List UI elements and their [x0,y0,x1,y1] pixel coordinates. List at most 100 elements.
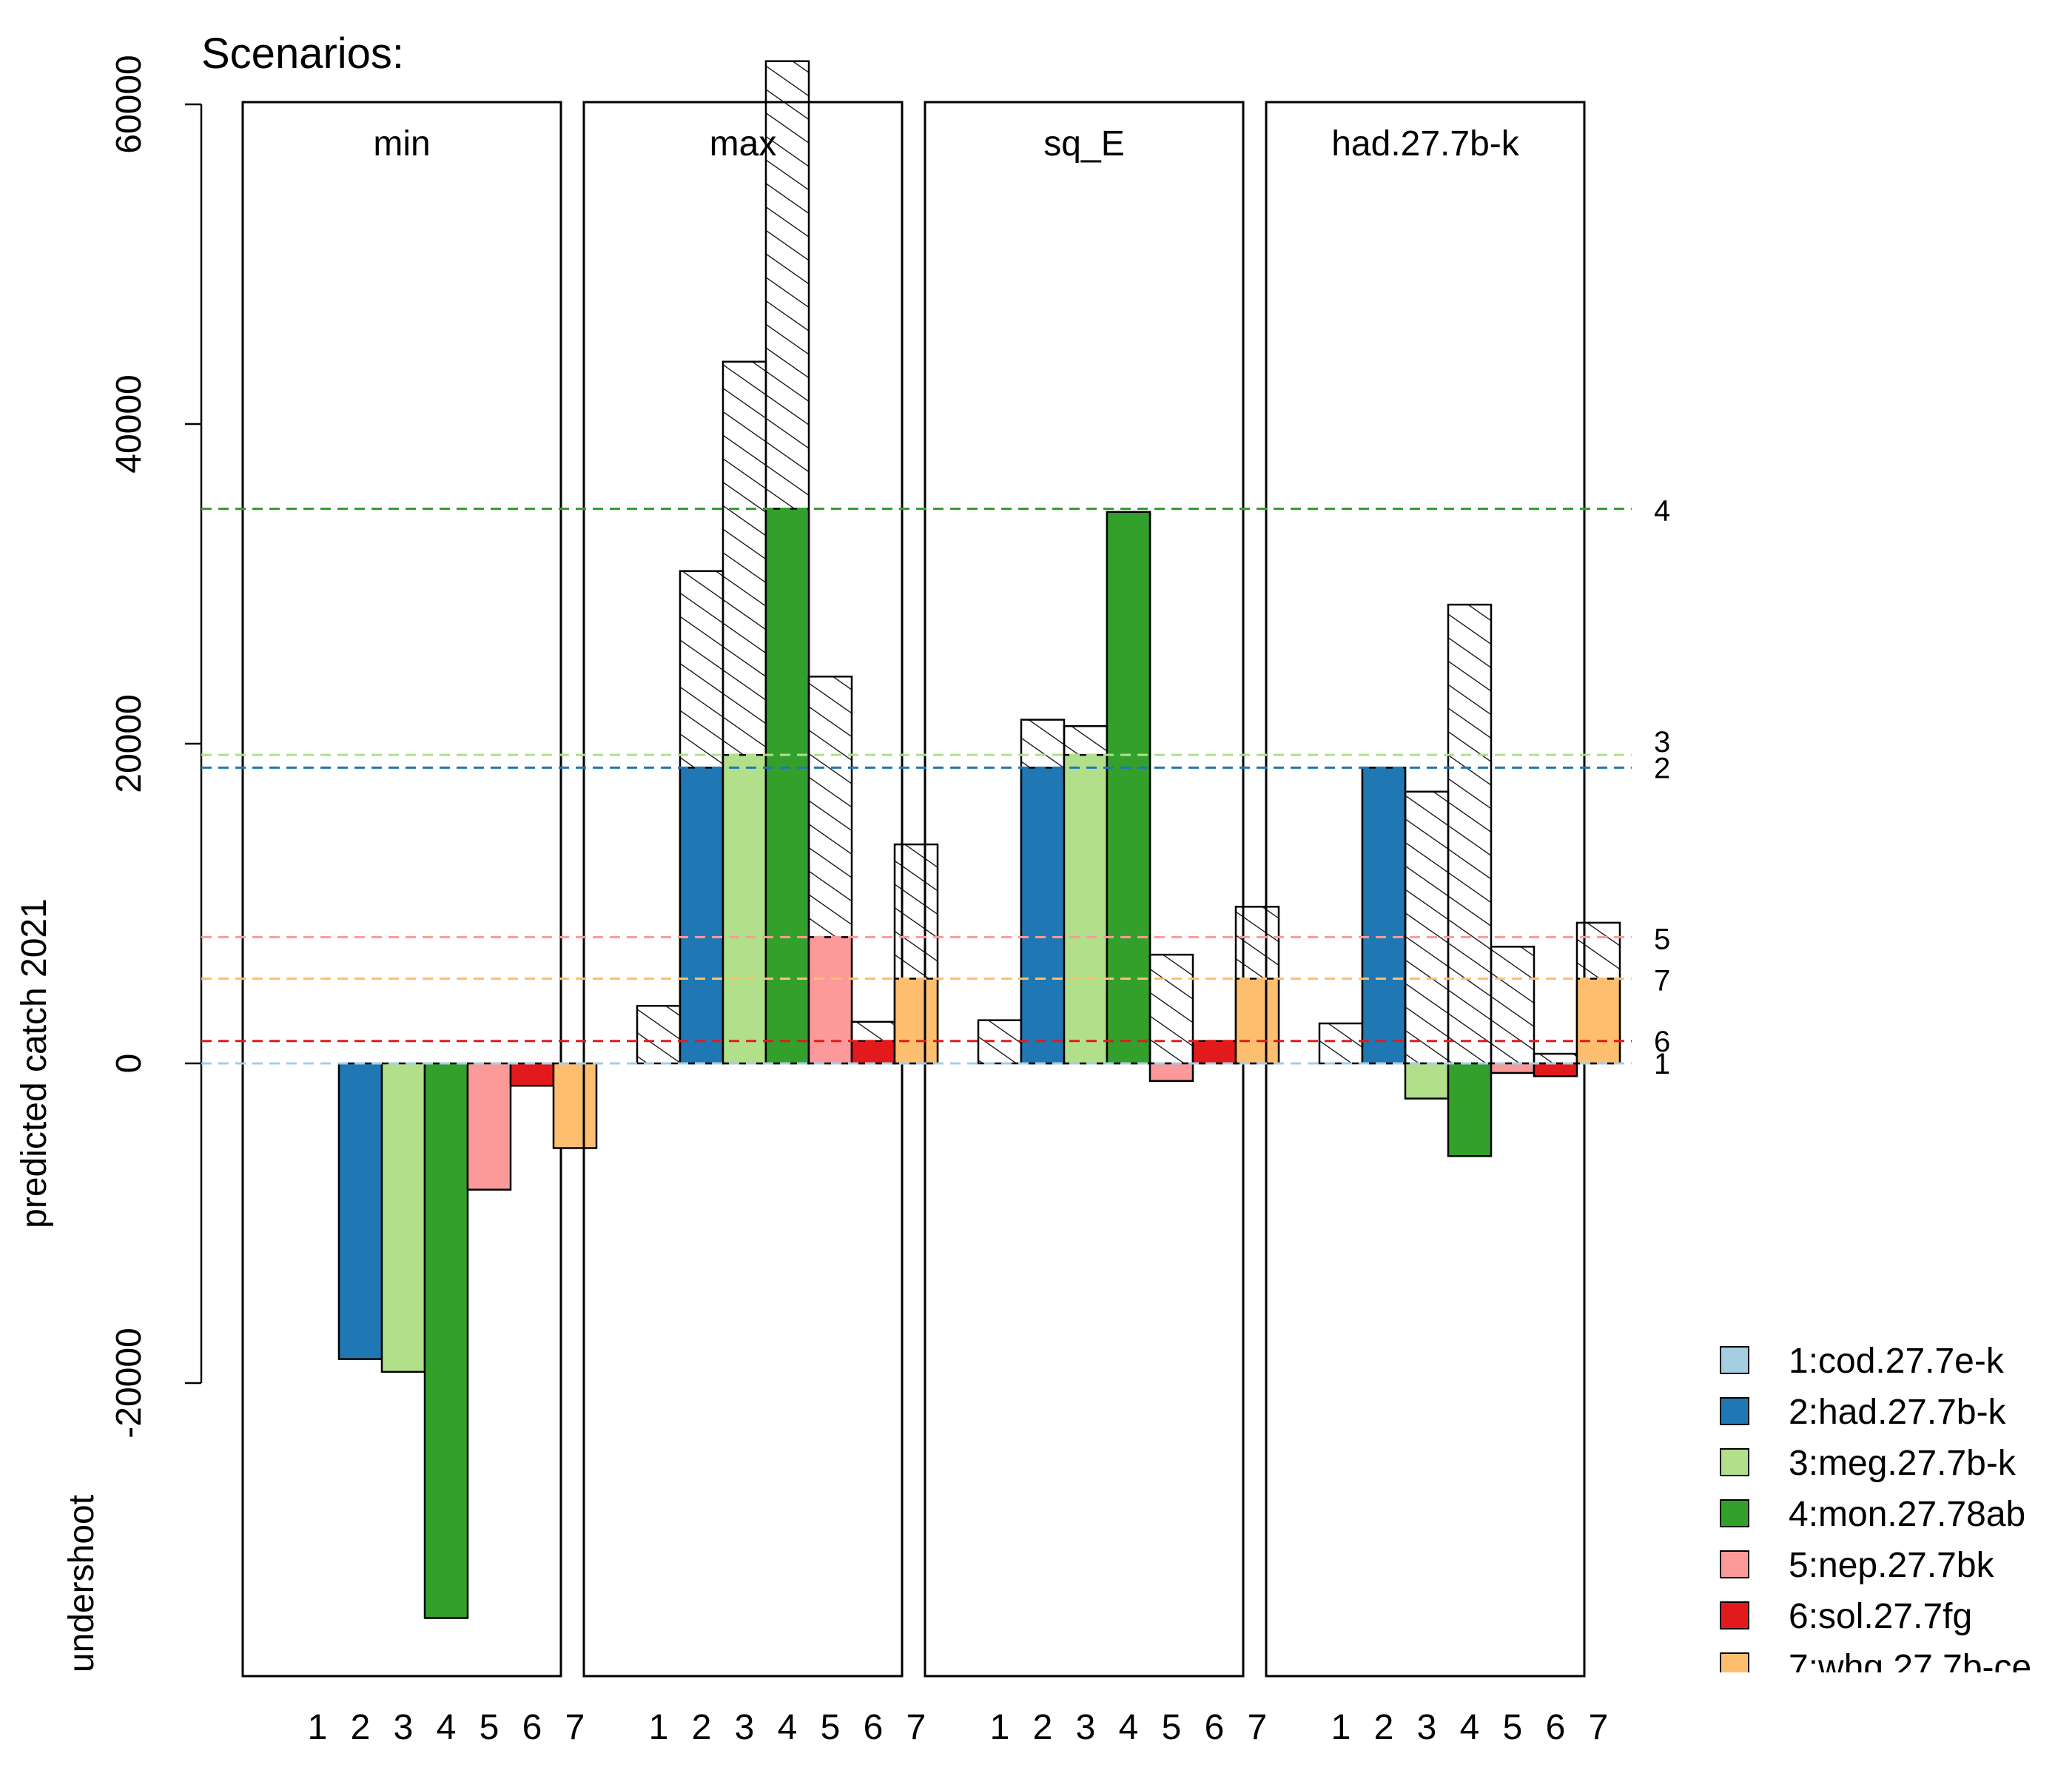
x-tick-label: 4 [1460,1708,1480,1747]
legend-item: 1:cod.27.7e-k [1720,1342,2005,1381]
advice-line-label: 6 [1654,1026,1670,1058]
x-tick-label: 2 [1033,1708,1053,1747]
x-tick-label: 1 [1331,1708,1351,1747]
x-tick-label: 2 [351,1708,371,1747]
legend-label: 1:cod.27.7e-k [1789,1342,2005,1381]
panel-label: min [373,124,430,164]
landing-bar [850,1040,896,1065]
x-tick-label: 5 [480,1708,500,1747]
legend-label: 6:sol.27.7fg [1789,1597,1972,1636]
panel-frame [924,101,1245,1678]
x-tick-label: 1 [308,1708,328,1747]
advice-line-label: 4 [1654,494,1670,527]
landing-bar [1191,1040,1237,1065]
landing-bar [807,936,853,1065]
legend-swatch [1720,1550,1749,1578]
x-tick-label: 7 [1589,1708,1609,1747]
catch-bar-hatched [636,1004,682,1065]
legend: 1:cod.27.7e-k 2:had.27.7b-k 3:meg.27.7b-k 4… [1720,1342,2031,1687]
x-tick-label: 6 [864,1708,884,1747]
landing-bar [1533,1062,1578,1077]
legend-swatch [1720,1397,1749,1425]
legend-label: 3:meg.27.7b-k [1789,1444,2016,1483]
chart-title: Scenarios: [201,30,404,78]
panel-had.27.7b-k: had.27.7b-k 1 2 3 4 5 6 7 [1265,101,1621,1747]
x-tick-label: 5 [1503,1708,1523,1747]
advice-line-label: 3 [1654,726,1670,758]
landing-bar [1361,767,1407,1065]
landing-bar [893,978,939,1065]
landing-bar [679,767,724,1065]
x-tick-label: 3 [735,1708,755,1747]
legend-swatch [1720,1652,1749,1672]
x-tick-label: 1 [990,1708,1010,1747]
catch-bar-hatched [1533,1052,1578,1065]
landing-bar [466,1062,512,1191]
x-tick-label: 4 [778,1708,798,1747]
advice-line-label: 2 [1654,752,1670,784]
legend-item: 5:nep.27.7bk [1720,1546,1995,1585]
x-tick-label: 2 [1374,1708,1394,1747]
landing-bar [1148,1062,1194,1083]
undershoot-label: undershoot [62,1495,101,1672]
landing-bar [1575,978,1621,1065]
y-axis: -20000 0 20000 40000 60000 [110,55,203,1439]
legend-item: 7:whg.27.7b-ce [1720,1648,2031,1687]
legend-swatch [1720,1601,1749,1629]
advice-line-label: 7 [1654,965,1670,998]
x-tick-label: 5 [821,1708,841,1747]
panel-frame [1265,101,1586,1678]
x-tick-label: 3 [394,1708,414,1747]
x-tick-label: 6 [522,1708,542,1747]
x-tick-label: 7 [906,1708,926,1747]
legend-swatch [1720,1346,1749,1374]
landing-bar [337,1062,383,1360]
landing-bar [509,1062,555,1087]
x-tick-label: 5 [1162,1708,1182,1747]
legend-item: 6:sol.27.7fg [1720,1597,1972,1636]
landing-bar [1490,1062,1536,1074]
x-tick-label: 6 [1546,1708,1566,1747]
legend-item: 2:had.27.7b-k [1720,1393,2007,1432]
legend-item: 3:meg.27.7b-k [1720,1444,2016,1483]
y-tick-label: 60000 [110,55,149,153]
y-tick-label: -20000 [110,1328,149,1438]
landing-bar [722,753,767,1065]
legend-label: 5:nep.27.7bk [1789,1546,1995,1585]
legend-swatch [1720,1448,1749,1476]
landing-bar [1106,511,1151,1065]
panel-min: min 1 2 3 4 5 6 7 [241,101,598,1747]
catch-bar-hatched [1318,1022,1364,1065]
x-tick-label: 6 [1205,1708,1225,1747]
landing-bar [764,508,810,1065]
catch-bar-hatched [1490,946,1536,1065]
y-tick-label: 0 [110,1054,149,1074]
landing-bar [423,1062,469,1619]
landing-bar [1020,767,1066,1065]
landing-bar [1447,1062,1493,1157]
x-tick-label: 3 [1417,1708,1437,1747]
advice-line-label: 1 [1654,1048,1670,1080]
landing-bar [552,1062,598,1149]
landing-bar [1234,978,1280,1065]
landing-bar [1063,753,1109,1065]
catch-bar-hatched [1148,953,1194,1065]
advice-line-label: 5 [1654,923,1670,955]
x-tick-label: 2 [692,1708,712,1747]
x-tick-label: 1 [649,1708,669,1747]
legend-label: 2:had.27.7b-k [1789,1393,2007,1432]
catch-bar-hatched [1447,603,1493,1065]
panel-frame [241,101,562,1678]
y-tick-label: 20000 [110,694,149,793]
panel-label: sq_E [1043,124,1124,164]
legend-label: 7:whg.27.7b-ce [1789,1648,2031,1687]
catch-bar-hatched [1404,790,1450,1065]
x-tick-label: 3 [1076,1708,1096,1747]
legend-item: 4:mon.27.78ab [1720,1495,2025,1534]
y-tick-label: 40000 [110,374,149,473]
x-tick-label: 7 [1248,1708,1268,1747]
